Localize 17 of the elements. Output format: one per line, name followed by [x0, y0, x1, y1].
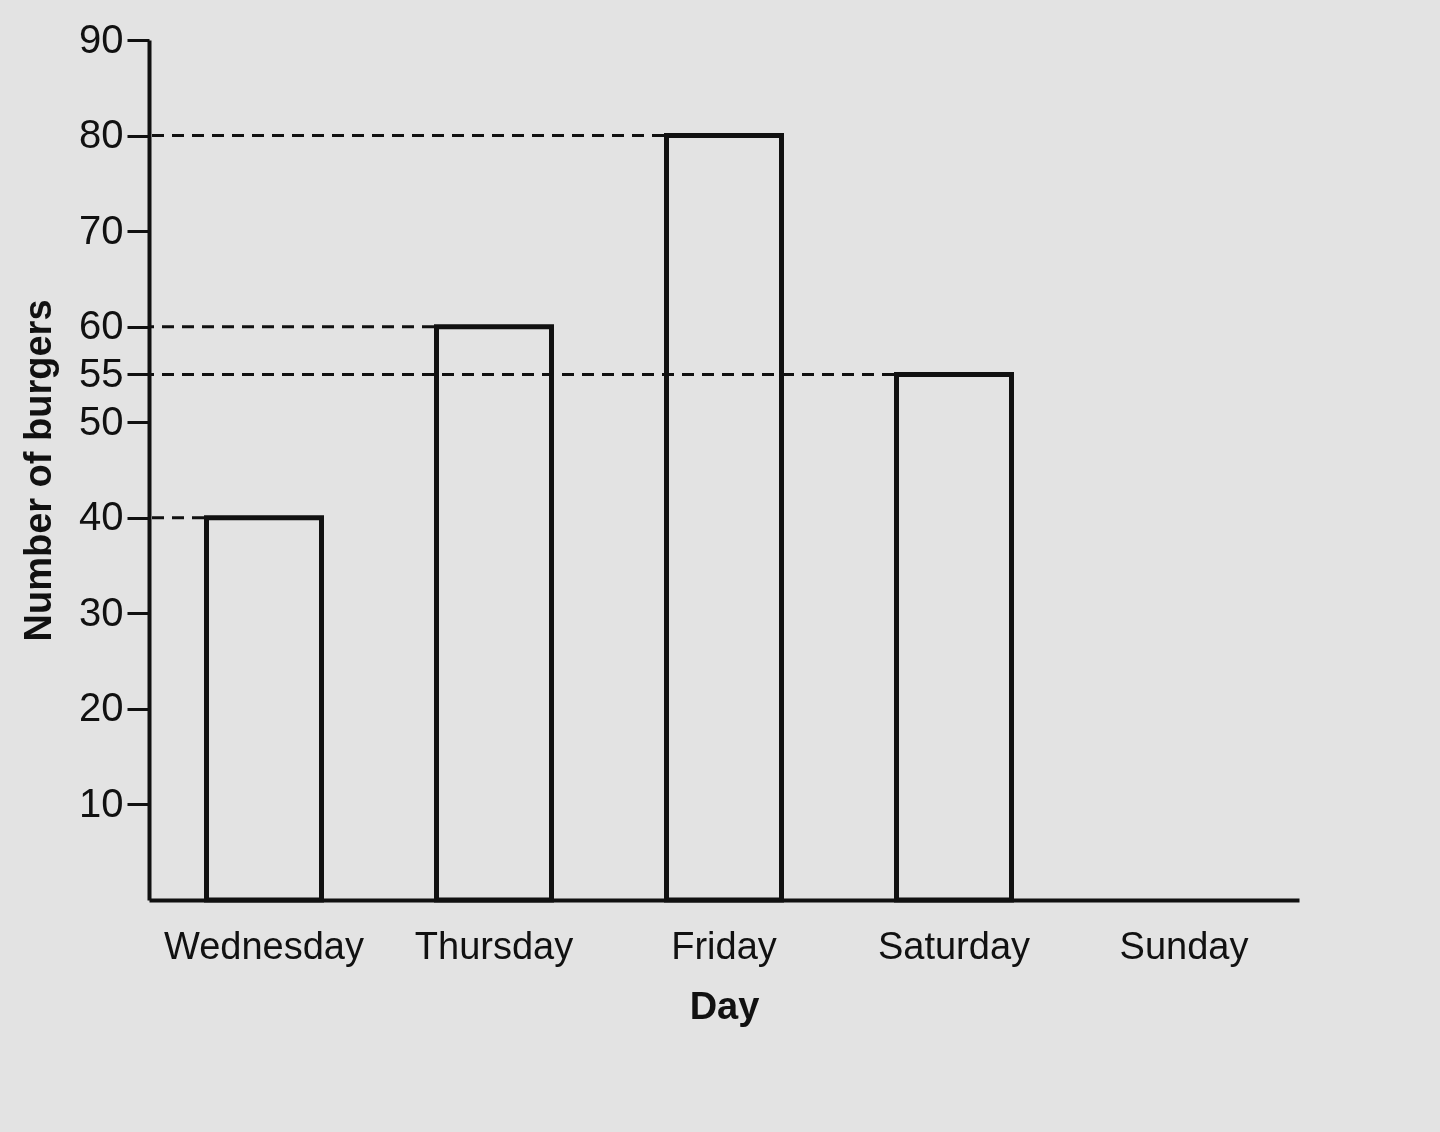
- y-tick-label: 80: [79, 112, 124, 157]
- x-axis-title: Day: [689, 984, 760, 1027]
- x-tick-label: Saturday: [877, 924, 1031, 967]
- y-tick-label: 60: [79, 303, 124, 348]
- x-tick-label: Wednesday: [164, 924, 364, 967]
- x-tick-label: Thursday: [414, 924, 574, 967]
- y-tick-label: 50: [79, 398, 124, 443]
- y-tick-label: 30: [79, 589, 124, 634]
- y-tick-label: 10: [79, 780, 124, 825]
- y-axis-title: Number of burgers: [17, 299, 60, 642]
- y-tick-label: 90: [79, 16, 124, 61]
- y-tick-label: 70: [79, 207, 124, 252]
- y-tick-label: 20: [79, 685, 124, 730]
- x-tick-label: Sunday: [1119, 924, 1249, 967]
- y-tick-label: 55: [79, 350, 124, 395]
- x-tick-label: Friday: [671, 924, 777, 967]
- y-tick-label: 40: [79, 494, 124, 539]
